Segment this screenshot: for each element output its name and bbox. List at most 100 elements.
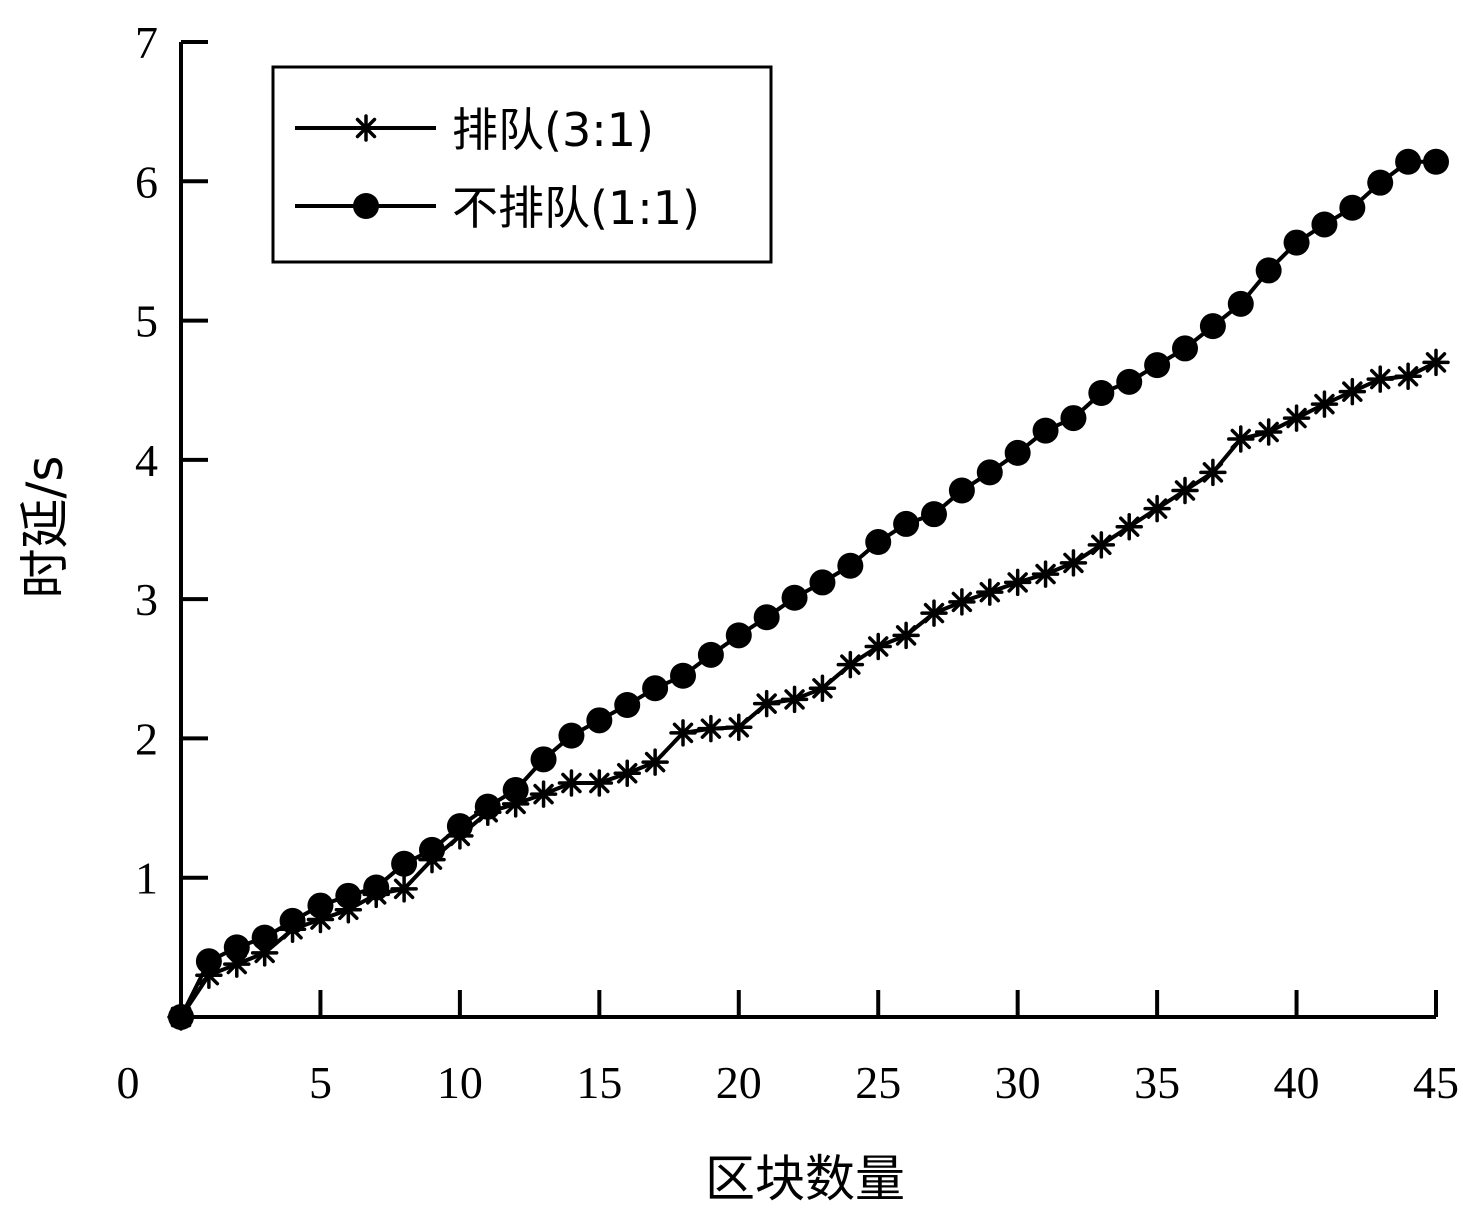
data-point-asterisk xyxy=(1087,531,1116,559)
data-point-circle xyxy=(1283,229,1310,256)
data-point-circle xyxy=(948,477,975,504)
data-point-circle xyxy=(474,793,501,820)
data-point-asterisk xyxy=(1059,549,1088,577)
data-point-asterisk xyxy=(1366,365,1394,393)
data-point-circle xyxy=(1172,335,1198,362)
data-point-asterisk xyxy=(1310,390,1339,418)
data-point-asterisk xyxy=(1115,512,1143,541)
data-point-circle xyxy=(1395,148,1422,175)
data-point-asterisk xyxy=(1338,377,1367,406)
data-point-asterisk xyxy=(613,759,641,787)
data-point-circle xyxy=(614,692,641,718)
series-markers-queue xyxy=(167,348,1450,1031)
data-point-circle xyxy=(195,948,222,975)
data-point-circle xyxy=(363,874,390,901)
data-point-asterisk xyxy=(948,588,976,616)
data-point-circle xyxy=(976,459,1003,486)
data-point-asterisk xyxy=(390,875,418,903)
x-tick-label: 35 xyxy=(1134,1057,1180,1108)
data-point-asterisk xyxy=(920,599,948,627)
legend: 排队(3:1) 不排队(1:1) xyxy=(271,65,773,264)
data-point-circle xyxy=(558,722,585,749)
data-point-asterisk xyxy=(1394,362,1422,391)
data-point-circle xyxy=(530,746,557,773)
data-point-circle xyxy=(1004,439,1031,466)
y-tick-label: 2 xyxy=(135,713,158,764)
data-point-asterisk xyxy=(1282,404,1311,432)
data-point-circle xyxy=(168,1004,194,1030)
data-point-circle xyxy=(809,569,836,596)
data-point-circle xyxy=(1423,148,1449,175)
x-tick-label: 5 xyxy=(309,1057,332,1108)
data-point-asterisk xyxy=(1143,494,1171,523)
data-point-circle xyxy=(1032,417,1059,444)
x-tick-label: 20 xyxy=(716,1057,762,1108)
data-point-circle xyxy=(697,641,724,668)
series-line-no-queue xyxy=(179,159,1436,1018)
data-point-circle xyxy=(1311,211,1338,238)
data-point-asterisk xyxy=(669,719,697,747)
legend-circle-marker xyxy=(353,193,379,219)
data-point-asterisk xyxy=(780,685,809,714)
legend-box xyxy=(271,65,773,264)
y-tick-label: 7 xyxy=(135,17,158,68)
data-point-circle xyxy=(391,850,418,877)
x-tick-label: 25 xyxy=(855,1057,901,1108)
data-point-circle xyxy=(837,552,864,579)
data-point-circle xyxy=(586,707,613,734)
data-point-circle xyxy=(1339,194,1366,221)
data-point-asterisk xyxy=(836,650,865,679)
data-point-circle xyxy=(1199,313,1226,340)
data-point-asterisk xyxy=(529,780,558,808)
x-tick-label: 40 xyxy=(1274,1057,1320,1108)
data-point-asterisk xyxy=(725,713,753,742)
x-tick-label: 15 xyxy=(576,1057,622,1108)
data-point-asterisk xyxy=(808,674,837,703)
data-point-circle xyxy=(1116,368,1143,395)
y-axis-title: 时延/s xyxy=(16,456,74,599)
y-tick-label: 4 xyxy=(135,435,158,486)
data-point-circle xyxy=(893,510,920,537)
series-layer xyxy=(167,148,1450,1031)
data-point-circle xyxy=(1088,380,1115,406)
data-point-asterisk xyxy=(697,714,725,743)
data-point-circle xyxy=(1367,169,1394,196)
data-point-circle xyxy=(419,836,445,863)
data-point-asterisk xyxy=(1199,458,1227,487)
x-ticks: 5 10 15 20 25 30 35 40 45 xyxy=(309,990,1459,1108)
y-tick-label: 6 xyxy=(135,156,158,207)
data-point-asterisk xyxy=(1031,560,1060,588)
data-point-asterisk xyxy=(1003,568,1032,597)
x-origin-tick-label: 0 xyxy=(117,1057,140,1108)
data-point-circle xyxy=(279,907,306,934)
legend-marker-queue xyxy=(352,114,380,142)
series-line-queue xyxy=(179,360,1437,1019)
data-point-circle xyxy=(642,675,669,702)
data-point-asterisk xyxy=(641,748,669,776)
legend-label-queue: 排队(3:1) xyxy=(452,103,654,157)
x-tick-label: 10 xyxy=(437,1057,483,1108)
y-tick-label: 5 xyxy=(135,296,158,347)
data-point-circle xyxy=(725,622,752,649)
data-point-circle xyxy=(307,892,334,919)
data-point-circle xyxy=(670,662,696,689)
data-point-circle xyxy=(921,501,947,528)
data-point-circle xyxy=(865,529,892,556)
data-point-circle xyxy=(251,924,278,951)
y-ticks: 1 2 3 4 5 6 7 xyxy=(135,17,208,904)
x-tick-label: 30 xyxy=(995,1057,1041,1108)
data-point-asterisk xyxy=(557,769,586,797)
legend-marker-no-queue xyxy=(353,193,379,219)
data-point-circle xyxy=(1255,257,1282,284)
data-point-circle xyxy=(502,776,529,803)
data-point-asterisk xyxy=(1227,425,1255,453)
data-point-asterisk xyxy=(585,769,614,797)
data-point-asterisk xyxy=(864,632,892,661)
data-point-asterisk xyxy=(1171,476,1199,505)
legend-asterisk-marker xyxy=(352,114,380,142)
series-markers-no-queue xyxy=(168,148,1449,1030)
data-point-circle xyxy=(335,882,362,909)
data-point-asterisk xyxy=(1254,418,1283,446)
y-tick-label: 1 xyxy=(135,853,158,904)
